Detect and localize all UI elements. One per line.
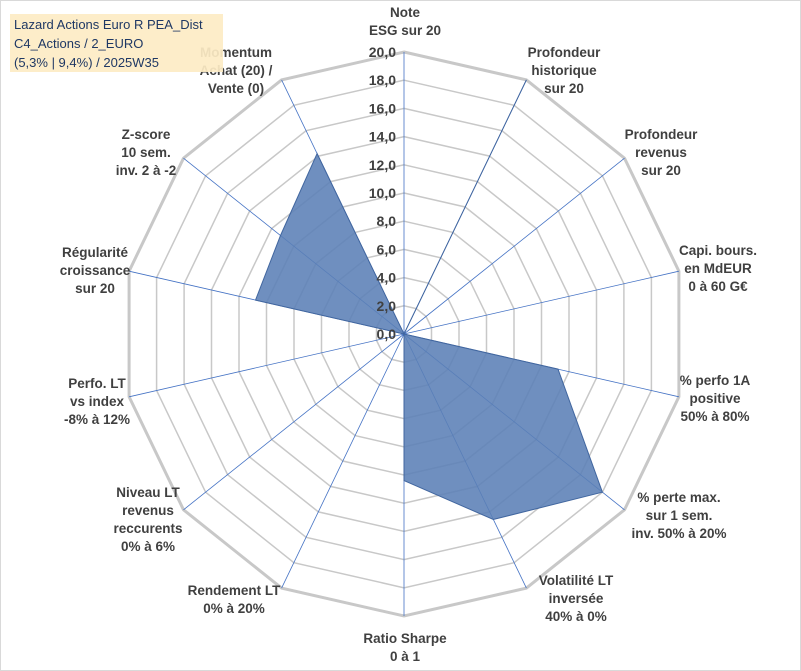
- axis-label-line: 0 à 60 G€: [688, 279, 748, 294]
- axis-label-line: inv. 2 à -2: [116, 163, 177, 178]
- axis-label-line: Profondeur: [625, 127, 698, 142]
- axis-label: % perte max. sur 1 sem. inv. 50% à 20%: [631, 490, 726, 541]
- tick-label: 2,0: [377, 298, 397, 314]
- axis-label: Rendement LT 0% à 20%: [188, 583, 282, 616]
- tick-label: 18,0: [369, 72, 396, 88]
- tick-label: 14,0: [369, 129, 396, 145]
- axis-label-line: Profondeur: [528, 45, 601, 60]
- axis-spoke: [403, 157, 625, 335]
- axis-label: Perfo. LT vs index -8% à 12%: [64, 376, 130, 427]
- axis-label-line: 0% à 20%: [203, 601, 265, 616]
- axis-label-line: Régularité: [62, 245, 129, 260]
- tick-label: 8,0: [377, 213, 397, 229]
- axis-label: Niveau LT revenus reccurents 0% à 6%: [113, 485, 182, 554]
- axis-label: Profondeur historique sur 20: [528, 45, 601, 96]
- axis-label-line: 40% à 0%: [545, 609, 607, 624]
- axis-label-line: inv. 50% à 20%: [631, 526, 726, 541]
- tick-label: 20,0: [369, 44, 396, 60]
- tick-label: 0,0: [377, 326, 397, 342]
- axis-label-line: Z-score: [122, 127, 171, 142]
- axis-spoke: [183, 333, 405, 511]
- axis-label-line: sur 20: [544, 81, 584, 96]
- axis-label-line: sur 20: [75, 281, 115, 296]
- axis-label: Régularité croissance sur 20: [60, 245, 131, 296]
- axis-label-line: 0% à 6%: [121, 539, 175, 554]
- axis-label-line: % perfo 1A: [680, 373, 751, 388]
- axis-label-line: en MdEUR: [684, 261, 752, 276]
- axis-label: Profondeur revenus sur 20: [625, 127, 698, 178]
- axis-label: % perfo 1A positive 50% à 80%: [680, 373, 751, 424]
- axis-label-line: 10 sem.: [121, 145, 171, 160]
- tick-label: 10,0: [369, 185, 396, 201]
- chart-title-box: Lazard Actions Euro R PEA_Dist C4_Action…: [10, 14, 223, 72]
- chart-title-line-3: (5,3% | 9,4%) / 2025W35: [14, 55, 160, 70]
- series-area: [254, 79, 604, 521]
- axis-label: Ratio Sharpe 0 à 1: [363, 631, 447, 664]
- tick-labels: 0,0 2,0 4,0 6,0 8,0 10,0 12,0 14,0 16,0 18,0 20,0: [369, 44, 396, 342]
- axis-label-line: sur 1 sem.: [646, 508, 713, 523]
- axis-spoke: [281, 333, 405, 589]
- axis-label-line: revenus: [635, 145, 687, 160]
- tick-label: 6,0: [377, 241, 397, 257]
- axis-label-line: sur 20: [641, 163, 681, 178]
- axis-label-line: ESG sur 20: [369, 23, 441, 38]
- axis-label-line: Rendement LT: [188, 583, 282, 598]
- axis-labels: Note ESG sur 20 Profondeur historique sur 20…: [60, 5, 757, 664]
- axis-label-line: 0 à 1: [390, 649, 421, 664]
- tick-label: 16,0: [369, 100, 396, 116]
- axis-label: Z-score 10 sem. inv. 2 à -2: [116, 127, 177, 178]
- axis-label-line: positive: [689, 391, 741, 406]
- chart-title-line-1: Lazard Actions Euro R PEA_Dist: [14, 17, 203, 32]
- axis-label-line: % perte max.: [637, 490, 720, 505]
- axis-label: Note ESG sur 20: [369, 5, 441, 38]
- axis-label-line: Vente (0): [208, 81, 264, 96]
- axis-label-line: vs index: [70, 394, 125, 409]
- axis-label-line: Volatilité LT: [539, 573, 614, 588]
- axis-label-line: Note: [390, 5, 420, 20]
- axis-label-line: inversée: [549, 591, 604, 606]
- axis-label-line: Ratio Sharpe: [363, 631, 447, 646]
- tick-label: 4,0: [377, 270, 397, 286]
- axis-label-line: Perfo. LT: [68, 376, 126, 391]
- axis-label: Capi. bours. en MdEUR 0 à 60 G€: [679, 243, 757, 294]
- axis-label-line: Niveau LT: [116, 485, 180, 500]
- axis-label-line: reccurents: [113, 521, 182, 536]
- tick-label: 12,0: [369, 157, 396, 173]
- axis-label-line: croissance: [60, 263, 131, 278]
- chart-title-line-2: C4_Actions / 2_EURO: [14, 36, 144, 51]
- axis-spoke: [403, 270, 679, 335]
- axis-label-line: 50% à 80%: [680, 409, 749, 424]
- axis-label-line: Capi. bours.: [679, 243, 757, 258]
- axis-label-line: revenus: [122, 503, 174, 518]
- axis-label-line: historique: [531, 63, 597, 78]
- axis-label: Volatilité LT inversée 40% à 0%: [539, 573, 614, 624]
- data-series: [254, 79, 604, 521]
- axis-spoke: [129, 333, 405, 398]
- axis-label-line: -8% à 12%: [64, 412, 130, 427]
